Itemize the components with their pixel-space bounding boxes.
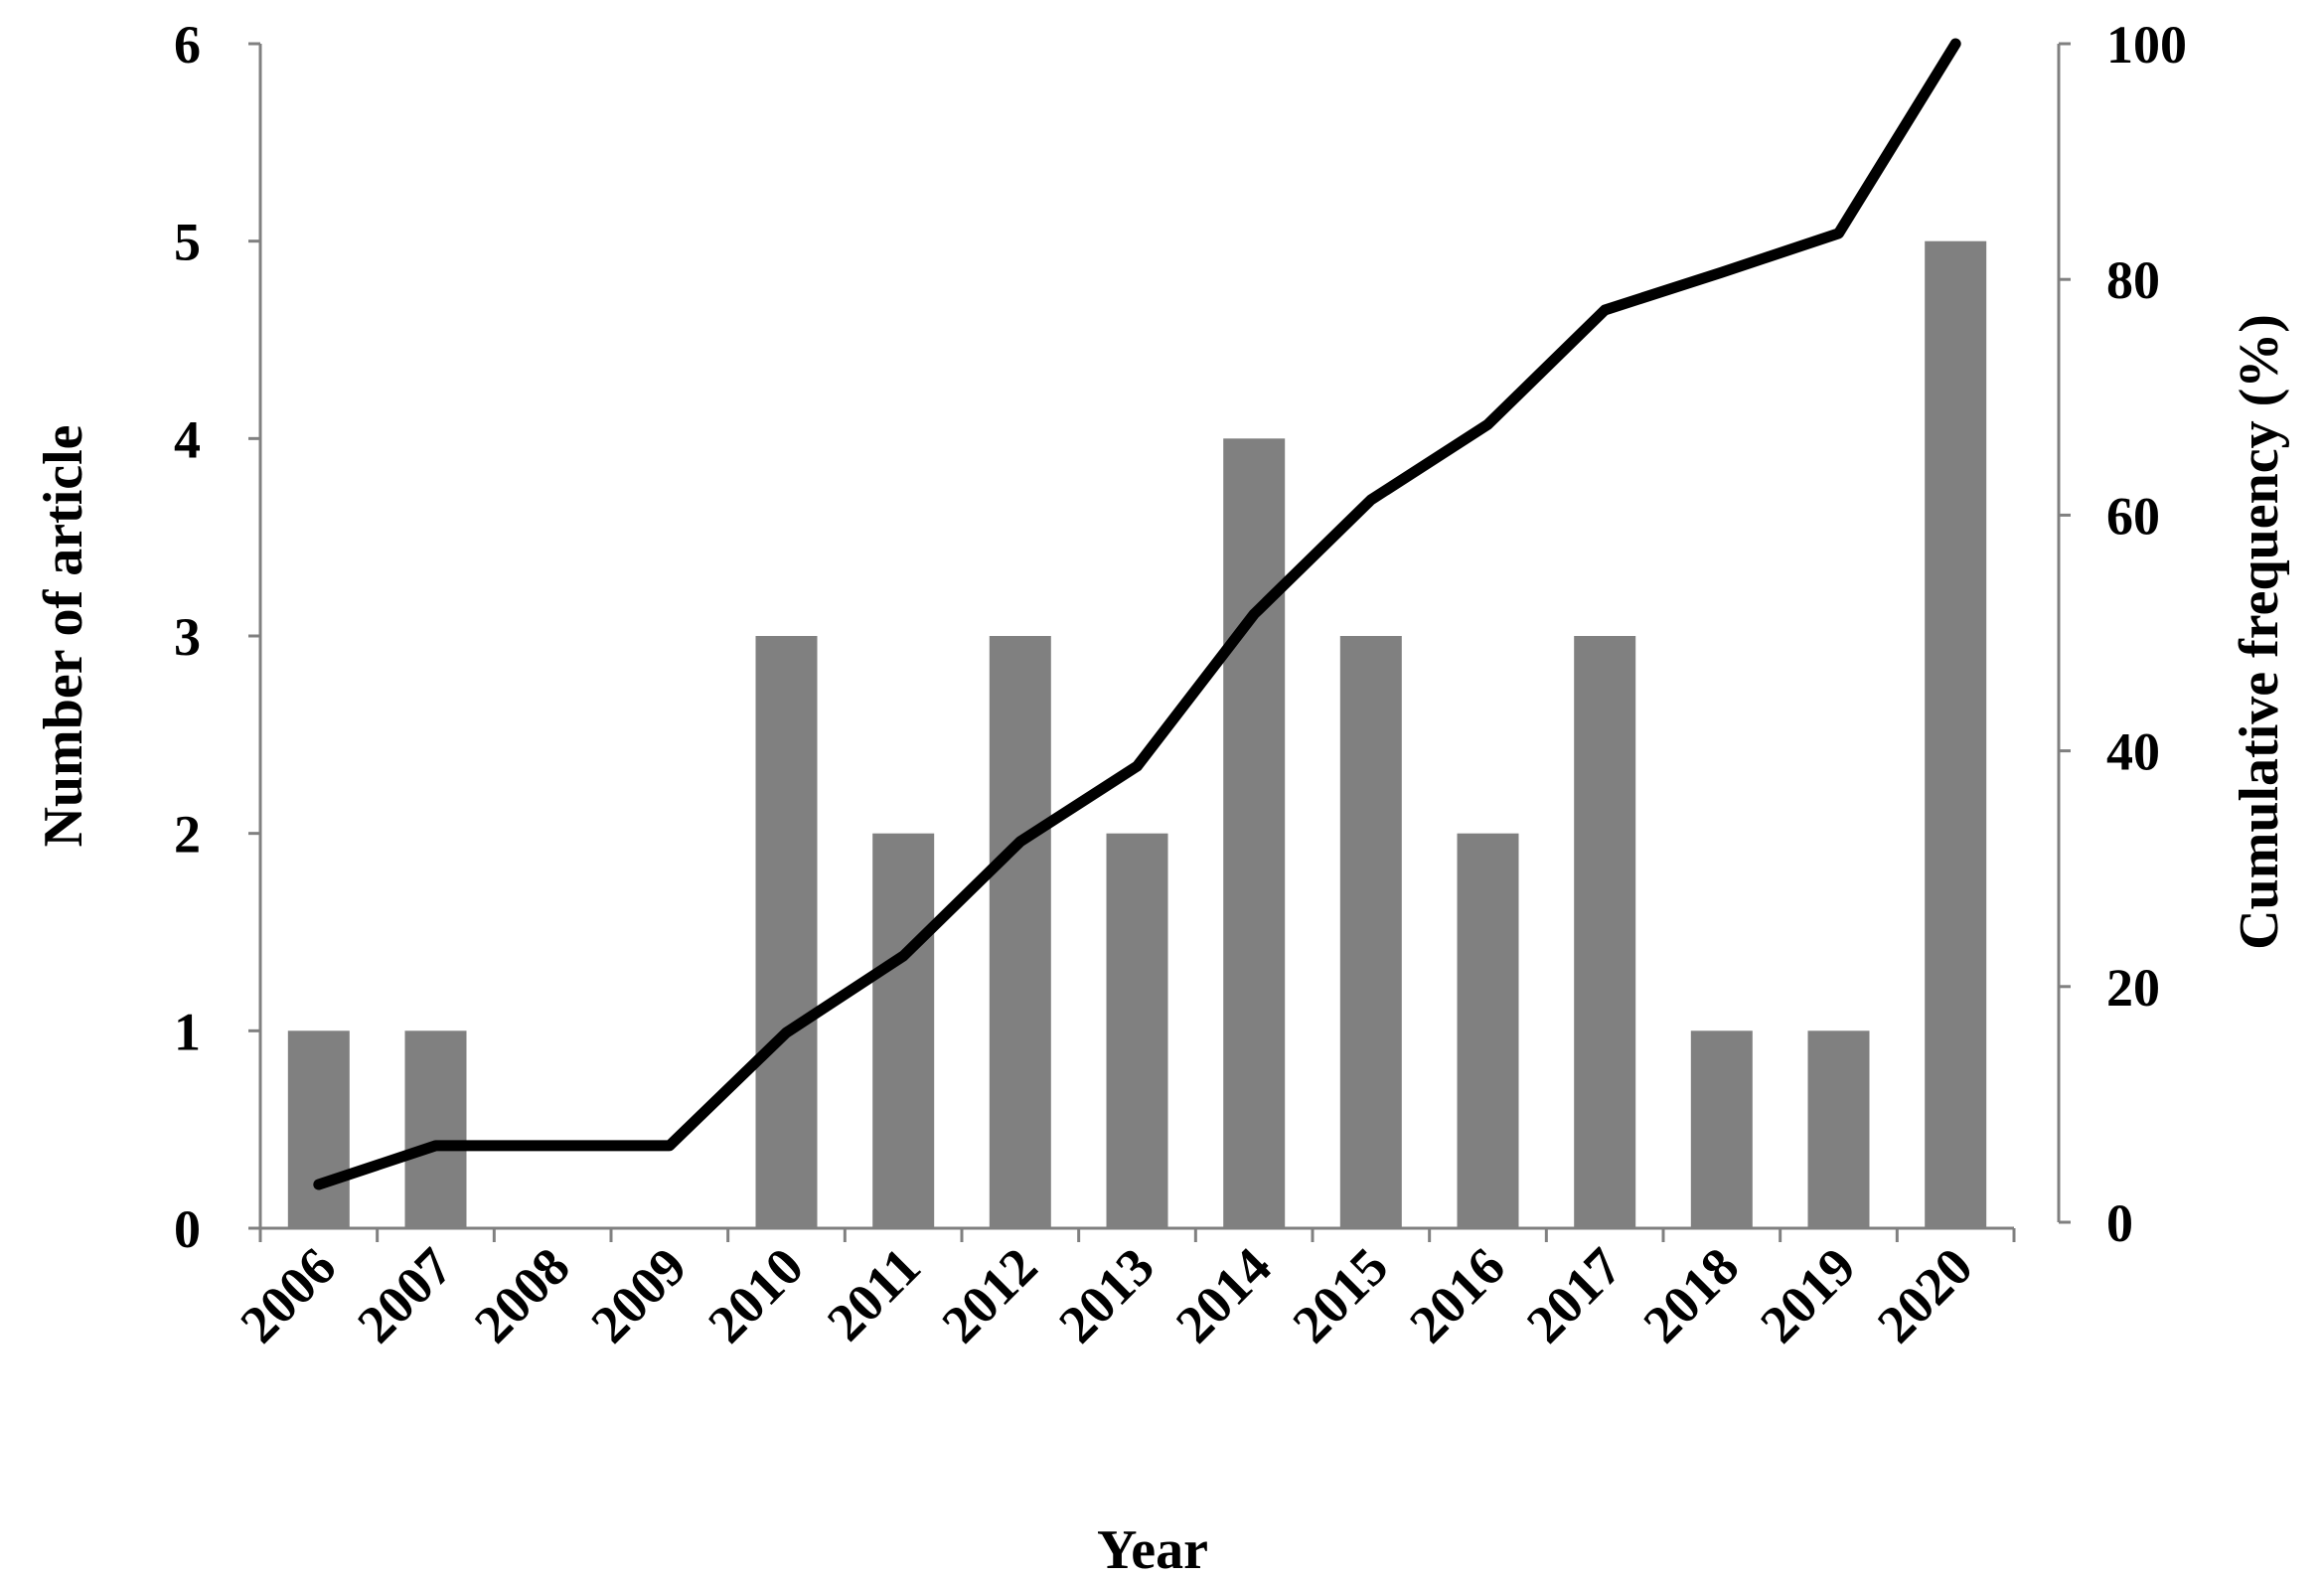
right-tick-label: 0: [2106, 1193, 2133, 1253]
left-tick-label: 6: [174, 15, 201, 75]
right-tick-label: 20: [2106, 958, 2160, 1018]
bar-2017: [1574, 636, 1636, 1228]
bar-2011: [872, 833, 935, 1228]
bar-2020: [1925, 240, 1987, 1228]
left-y-ticks: 0 1 2 3 4 5 6: [174, 15, 260, 1259]
bar-2007: [404, 1030, 467, 1228]
x-tick-label-2020: 2020: [1866, 1236, 1984, 1354]
x-tick-label-2009: 2009: [579, 1236, 697, 1354]
x-tick-label-2019: 2019: [1749, 1236, 1867, 1354]
bar-2019: [1807, 1030, 1870, 1228]
x-tick-label-2012: 2012: [930, 1236, 1048, 1354]
left-tick-label: 5: [174, 213, 201, 272]
x-tick-label-2016: 2016: [1398, 1236, 1516, 1354]
x-tick-label-2006: 2006: [229, 1236, 347, 1354]
right-tick-label: 100: [2106, 15, 2187, 75]
left-tick-label: 0: [174, 1199, 201, 1259]
y2-axis-title: Cumulative frequency (%): [2229, 314, 2290, 950]
line-series: [313, 38, 1961, 1190]
right-tick-label: 80: [2106, 250, 2160, 310]
x-tick-label-2017: 2017: [1515, 1236, 1633, 1354]
x-tick-label-2018: 2018: [1631, 1236, 1750, 1354]
bar-2016: [1457, 833, 1519, 1228]
x-tick-label-2010: 2010: [697, 1236, 815, 1354]
x-tick-label-2014: 2014: [1164, 1236, 1283, 1354]
x-tick-label-2011: 2011: [816, 1236, 932, 1352]
left-tick-label: 2: [174, 805, 201, 865]
left-tick-label: 4: [174, 409, 201, 469]
x-axis-title: Year: [1097, 1519, 1208, 1579]
right-tick-label: 40: [2106, 722, 2160, 782]
bar-2012: [989, 636, 1051, 1228]
bar-series: [287, 240, 1987, 1228]
y-axis-title: Number of article: [33, 424, 94, 847]
bar-2013: [1106, 833, 1168, 1228]
bar-2014: [1223, 438, 1286, 1228]
right-y-ticks: 0 20 40 60 80 100: [2059, 15, 2187, 1253]
bar-2010: [755, 636, 818, 1228]
x-tick-label-2013: 2013: [1047, 1236, 1165, 1354]
x-tick-label-2015: 2015: [1281, 1236, 1399, 1354]
left-tick-label: 3: [174, 607, 201, 667]
left-tick-label: 1: [174, 1002, 201, 1061]
cumulative-frequency-line: [313, 38, 1961, 1190]
bar-2006: [287, 1030, 350, 1228]
bar-2018: [1690, 1030, 1753, 1228]
x-tick-label-2008: 2008: [463, 1236, 581, 1354]
right-tick-label: 60: [2106, 486, 2160, 546]
x-tick-label-2007: 2007: [346, 1236, 464, 1354]
bar-2015: [1339, 636, 1402, 1228]
